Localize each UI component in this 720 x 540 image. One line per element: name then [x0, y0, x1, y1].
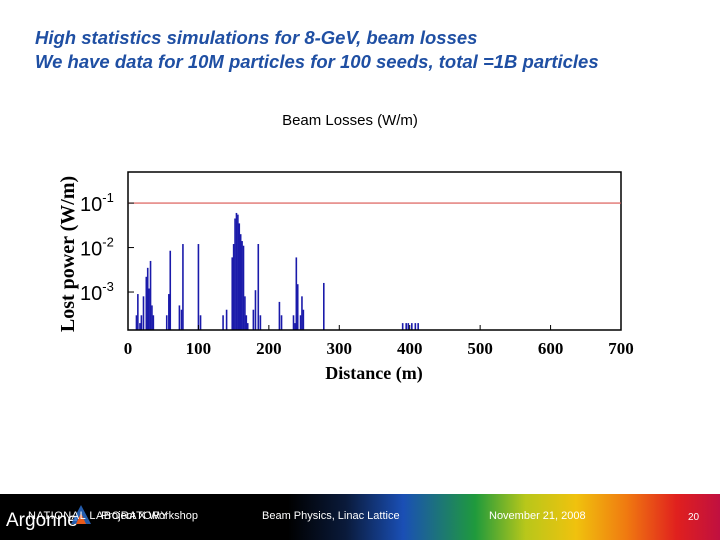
argonne-logo-mark-icon — [71, 505, 91, 524]
y-tick-label: 10-3 — [80, 279, 114, 305]
footer-bar: Argonne NATIONAL LABORATORY Project X Wo… — [0, 494, 720, 540]
x-tick-label: 0 — [124, 339, 133, 358]
chart-title: Beam Losses (W/m) — [282, 112, 418, 129]
y-tick-label: 10-1 — [80, 190, 114, 216]
footer-workshop: Project X Workshop — [101, 510, 199, 522]
x-tick-label: 400 — [397, 339, 423, 358]
y-axis-ticks: 10-1 10-2 10-3 — [80, 190, 134, 305]
y-tick-label: 10-2 — [80, 235, 114, 261]
x-tick-label: 700 — [608, 339, 634, 358]
x-tick-label: 600 — [538, 339, 564, 358]
y-axis-label: Lost power (W/m) — [57, 176, 79, 332]
x-axis-ticks: 0 100 200 300 400 500 600 700 — [124, 325, 634, 358]
argonne-logo: Argonne — [6, 510, 78, 531]
x-axis-label: Distance (m) — [325, 363, 422, 384]
footer-date: November 21, 2008 — [489, 510, 586, 522]
logo-subtext: NATIONAL LABORATORY — [28, 510, 169, 522]
x-tick-label: 200 — [256, 339, 282, 358]
slide-title-line-1: High statistics simulations for 8-GeV, b… — [35, 27, 478, 48]
plot-frame — [127, 171, 622, 331]
slide-title: High statistics simulations for 8-GeV, b… — [35, 26, 715, 74]
x-tick-label: 500 — [467, 339, 493, 358]
series-bars — [135, 212, 419, 330]
x-tick-label: 100 — [186, 339, 212, 358]
footer-page-number: 20 — [688, 512, 700, 523]
x-tick-label: 300 — [327, 339, 353, 358]
footer-topic: Beam Physics, Linac Lattice — [262, 510, 400, 522]
slide-title-line-2: We have data for 10M particles for 100 s… — [35, 51, 599, 72]
